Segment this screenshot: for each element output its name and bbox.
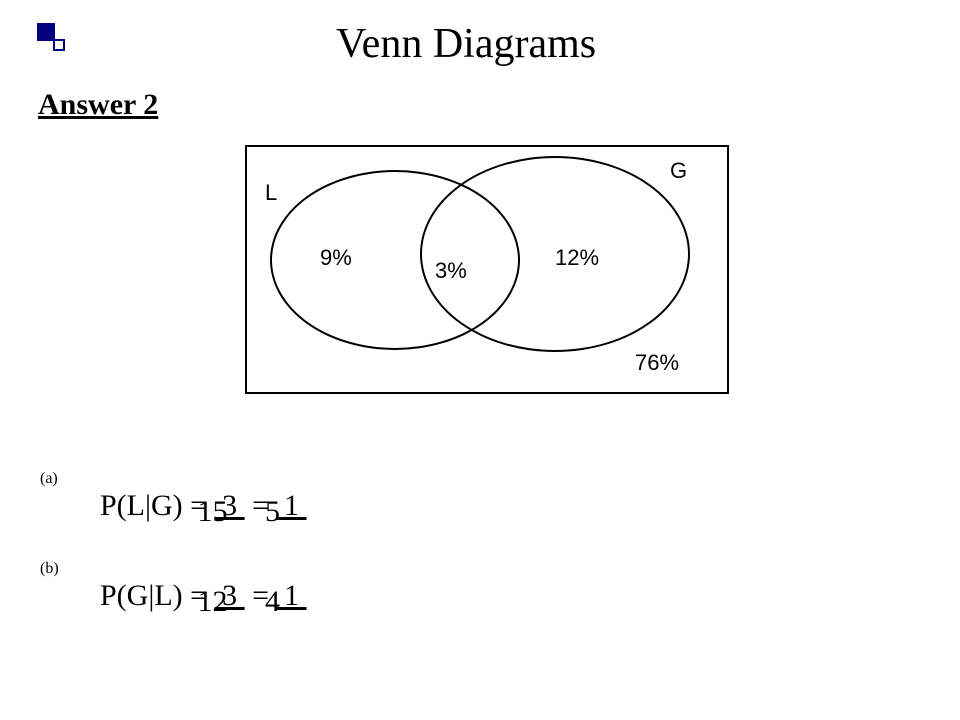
slide: Venn Diagrams Answer 2 L G 9% 3% 12% 76%… (0, 0, 960, 720)
answer-a-num2: 1 (277, 489, 307, 522)
venn-value-outside: 76% (635, 350, 679, 376)
venn-label-g: G (670, 158, 687, 184)
venn-value-right-only: 12% (555, 245, 599, 271)
answer-b-line2: 12 4 (70, 585, 280, 619)
bullet-inner-icon (53, 39, 65, 51)
venn-value-intersection: 3% (435, 258, 467, 284)
venn-value-left-only: 9% (320, 245, 352, 271)
page-title: Venn Diagrams (336, 20, 596, 68)
answer-b-num2: 1 (277, 579, 307, 612)
answer-a-line2: 15 5 (70, 495, 280, 529)
item-marker-b: (b) (40, 560, 59, 578)
item-marker-a: (a) (40, 470, 58, 488)
answer-heading: Answer 2 (38, 88, 158, 122)
venn-label-l: L (265, 180, 277, 206)
